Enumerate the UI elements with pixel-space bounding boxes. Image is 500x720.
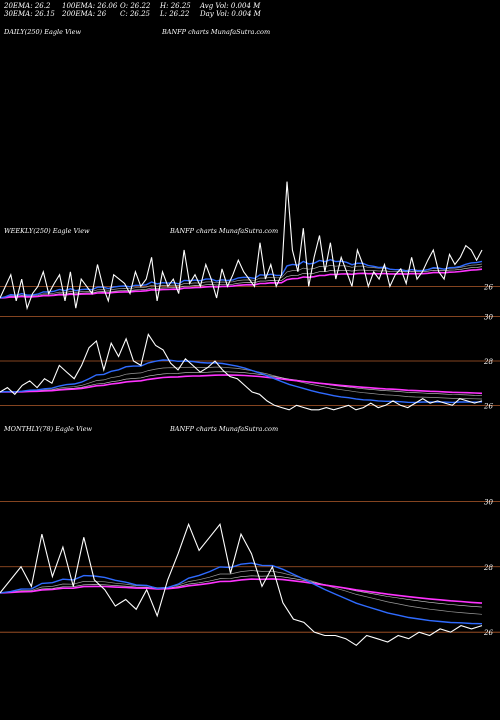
weekly-price-line: [0, 333, 483, 411]
daily-panel-title: DAILY(250) Eagle View: [4, 28, 82, 36]
weekly-ema-gray-line-b: [0, 371, 483, 396]
close-readout: C: 26.25: [120, 10, 150, 18]
weekly-tick-label-26: 26: [483, 402, 493, 410]
weekly-tick-label-30: 30: [484, 314, 493, 322]
daily-panel-brand: BANFP charts MunafaSutra.com: [162, 28, 271, 36]
weekly-ema-gray-line-a: [0, 366, 483, 400]
ema30-readout: 30EMA: 26.15: [4, 10, 55, 18]
monthly-panel-brand: BANFP charts MunafaSutra.com: [170, 425, 279, 433]
monthly-ema-blue-line: [0, 562, 483, 625]
ema100-readout: 100EMA: 26.06: [62, 2, 118, 10]
ema20-readout: 20EMA: 26.2: [4, 2, 51, 10]
low-readout: L: 26.22: [160, 10, 190, 18]
day-volume-readout: Day Vol: 0.004 M: [200, 10, 261, 18]
high-readout: H: 26.25: [160, 2, 191, 10]
monthly-tick-label-30: 30: [484, 498, 493, 506]
avg-volume-readout: Avg Vol: 0.004 M: [200, 2, 261, 10]
monthly-ema-gray-line-a: [0, 570, 483, 615]
monthly-ema-magenta-line: [0, 578, 483, 604]
weekly-panel-title: WEEKLY(250) Eagle View: [4, 227, 90, 235]
monthly-ema-gray-line-b: [0, 575, 483, 608]
monthly-panel-title: MONTHLY(78) Eagle View: [4, 425, 93, 433]
monthly-tick-label-26: 26: [483, 629, 493, 637]
daily-price-line: [0, 181, 483, 311]
open-readout: O: 26.22: [120, 2, 151, 10]
daily-tick-label-26: 26: [483, 283, 493, 291]
monthly-tick-label-28: 28: [483, 564, 493, 572]
weekly-panel-brand: BANFP charts MunafaSutra.com: [170, 227, 279, 235]
weekly-ema-magenta-line: [0, 374, 483, 395]
monthly-price-line: [0, 522, 483, 646]
weekly-tick-label-28: 28: [483, 358, 493, 366]
weekly-ema-blue-line: [0, 359, 483, 404]
ema200-readout: 200EMA: 26: [62, 10, 107, 18]
daily-ema-magenta-line: [0, 268, 483, 299]
